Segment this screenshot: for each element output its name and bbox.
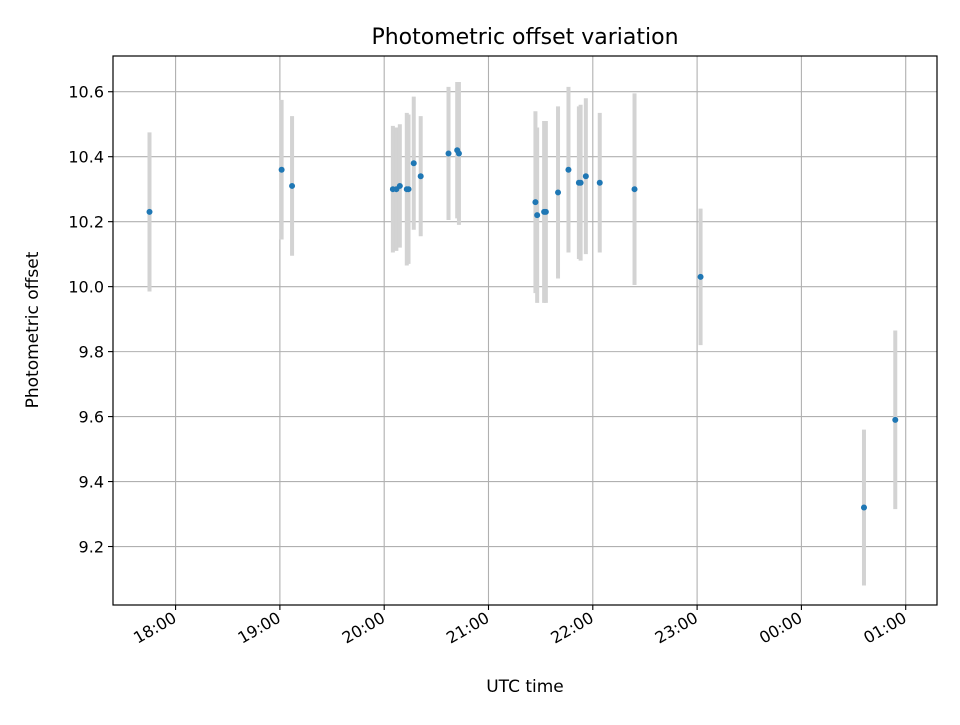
data-point [445,150,452,157]
data-points [146,147,899,511]
data-point [596,179,603,186]
data-point [146,208,153,215]
y-tick-label: 9.8 [79,343,104,362]
data-point [577,179,584,186]
y-tick-label: 9.4 [79,473,104,492]
data-point [455,150,462,157]
data-point [565,166,572,173]
y-tick-label: 10.2 [68,213,104,232]
data-point [697,273,704,280]
y-tick-label: 9.6 [79,408,104,427]
y-tick-label: 10.4 [68,148,104,167]
x-axis-label: UTC time [486,677,564,697]
data-point [532,199,539,206]
y-tick-label: 9.2 [79,538,104,557]
chart-title: Photometric offset variation [371,25,678,50]
y-tick-label: 10.0 [68,278,104,297]
data-point [892,416,899,423]
data-point [542,208,549,215]
data-point [278,166,285,173]
data-point [410,160,417,167]
data-point [289,182,296,189]
y-tick-label: 10.6 [68,83,104,102]
data-point [396,182,403,189]
data-point [417,173,424,180]
y-axis-label: Photometric offset [23,251,43,408]
data-point [405,186,412,193]
grid-lines [113,56,937,605]
data-point [555,189,562,196]
data-point [582,173,589,180]
data-point [631,186,638,193]
data-point [860,504,867,511]
data-point [534,212,541,219]
plot-frame [112,55,938,606]
